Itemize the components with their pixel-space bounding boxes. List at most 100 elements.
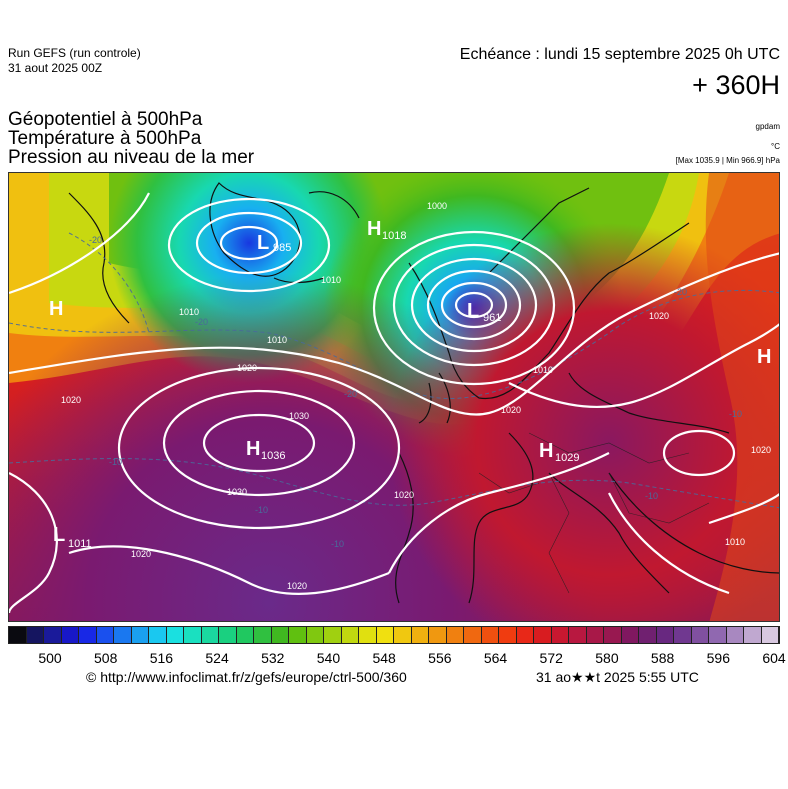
svg-text:H: H <box>757 346 771 368</box>
isotherm-labels: -20 -20 -20 -20 -10 -10 -10 -10 -10 <box>89 235 742 549</box>
color-scale-cell <box>359 627 377 643</box>
color-scale-cell <box>114 627 132 643</box>
color-scale-cell <box>26 627 44 643</box>
color-scale-cell <box>761 627 779 643</box>
svg-text:-10: -10 <box>645 491 658 501</box>
coastlines <box>68 182 779 604</box>
color-scale-cell <box>44 627 62 643</box>
color-scale-cell <box>201 627 219 643</box>
pressure-center-low-1011: L 1011 <box>53 524 92 550</box>
color-scale-tick-label: 500 <box>38 650 62 666</box>
color-scale-tick-label: 524 <box>205 650 229 666</box>
svg-text:961: 961 <box>483 312 501 324</box>
field-geopotential: Géopotentiel à 500hPa <box>8 109 203 130</box>
color-scale-tick-label: 604 <box>762 650 786 666</box>
unit-temperature: °C <box>771 142 780 151</box>
svg-text:-10: -10 <box>729 409 742 419</box>
source-credit: © http://www.infoclimat.fr/z/gefs/europe… <box>86 669 407 685</box>
svg-text:1036: 1036 <box>261 450 285 462</box>
pressure-center-high-1029: H 1029 <box>539 440 579 464</box>
color-scale-cell <box>341 627 359 643</box>
color-scale-cell <box>324 627 342 643</box>
svg-text:-20: -20 <box>195 317 208 327</box>
svg-text:L: L <box>467 300 479 322</box>
svg-text:L: L <box>53 524 65 546</box>
color-scale-cell <box>271 627 289 643</box>
svg-text:L: L <box>257 232 269 254</box>
color-scale-cell <box>429 627 447 643</box>
color-scale-cell <box>376 627 394 643</box>
color-scale-tick-label: 540 <box>316 650 341 666</box>
pressure-minmax: [Max 1035.9 | Min 966.9] hPa <box>675 156 780 165</box>
color-scale-tick-label: 572 <box>539 650 563 666</box>
svg-text:H: H <box>246 438 260 460</box>
color-scale-cell <box>219 627 237 643</box>
svg-text:1020: 1020 <box>61 395 81 405</box>
svg-text:H: H <box>49 298 63 320</box>
color-scale-cell <box>236 627 254 643</box>
field-temperature: Température à 500hPa <box>8 128 202 149</box>
svg-text:1030: 1030 <box>227 487 247 497</box>
field-list: Géopotentiel à 500hPa Température à 500h… <box>8 110 254 167</box>
color-scale-tick-label: 548 <box>372 650 396 666</box>
svg-text:1000: 1000 <box>427 201 447 211</box>
color-scale-cell <box>604 627 622 643</box>
svg-text:1020: 1020 <box>237 363 257 373</box>
color-scale-cell <box>481 627 499 643</box>
weather-map: L 985 H 1018 L 961 H H 1036 H 1029 <box>8 172 780 622</box>
color-scale-tick-label: 508 <box>94 650 118 666</box>
color-scale-cell <box>289 627 307 643</box>
svg-text:-10: -10 <box>109 457 122 467</box>
valid-time: Echéance : lundi 15 septembre 2025 0h UT… <box>459 46 780 63</box>
color-scale-cell <box>446 627 464 643</box>
svg-text:1011: 1011 <box>68 538 92 550</box>
color-scale-cell <box>691 627 709 643</box>
color-scale-cell <box>166 627 184 643</box>
lead-time: + 360H <box>692 70 780 100</box>
svg-text:-20: -20 <box>344 389 357 399</box>
field-mslp: Pression au niveau de la mer <box>8 147 255 168</box>
svg-text:1020: 1020 <box>394 490 414 500</box>
color-scale-cell <box>184 627 202 643</box>
color-scale-tick-label: 516 <box>149 650 174 666</box>
color-scale-cell <box>569 627 587 643</box>
color-scale-cell <box>394 627 412 643</box>
isobars <box>9 192 779 614</box>
pressure-center-low-985: L 985 <box>257 232 291 254</box>
svg-text:1010: 1010 <box>725 537 745 547</box>
color-scale-cell <box>9 627 27 643</box>
color-scale-cell <box>516 627 534 643</box>
svg-text:1020: 1020 <box>649 311 669 321</box>
color-scale-tick-label: 580 <box>595 650 619 666</box>
svg-text:1029: 1029 <box>555 452 579 464</box>
svg-text:H: H <box>539 440 553 462</box>
svg-text:1010: 1010 <box>321 275 341 285</box>
color-scale-cell <box>254 627 272 643</box>
svg-text:1020: 1020 <box>751 445 771 455</box>
color-scale-ticks: 500 508 516 524 532 540 548 556 564 572 580 588 596 6… <box>8 650 785 668</box>
svg-text:1020: 1020 <box>501 405 521 415</box>
unit-geopotential: gpdam <box>755 122 780 131</box>
svg-text:985: 985 <box>273 242 291 254</box>
run-date: 31 aout 2025 00Z <box>8 61 103 75</box>
color-scale-cell <box>656 627 674 643</box>
color-scale-cell <box>306 627 324 643</box>
svg-text:H: H <box>367 218 381 240</box>
color-scale-cell <box>639 627 657 643</box>
color-scale-cell <box>586 627 604 643</box>
svg-text:-20: -20 <box>674 287 687 297</box>
isobar-labels: 1010 1010 1010 1000 1020 1020 1020 1030 … <box>61 201 771 591</box>
color-scale-cell <box>674 627 692 643</box>
color-scale-cell <box>499 627 517 643</box>
generation-timestamp: 31 ao★★t 2025 5:55 UTC <box>536 669 699 685</box>
svg-text:1010: 1010 <box>179 307 199 317</box>
color-scale-cell <box>534 627 552 643</box>
color-scale-cell <box>744 627 762 643</box>
color-scale-tick-label: 564 <box>483 650 508 666</box>
color-scale-cell <box>96 627 114 643</box>
pressure-center-low-961: L 961 <box>467 300 501 324</box>
svg-text:1018: 1018 <box>382 230 406 242</box>
color-scale-tick-label: 532 <box>261 650 285 666</box>
color-scale-tick-label: 556 <box>428 650 452 666</box>
color-scale-cell <box>411 627 429 643</box>
